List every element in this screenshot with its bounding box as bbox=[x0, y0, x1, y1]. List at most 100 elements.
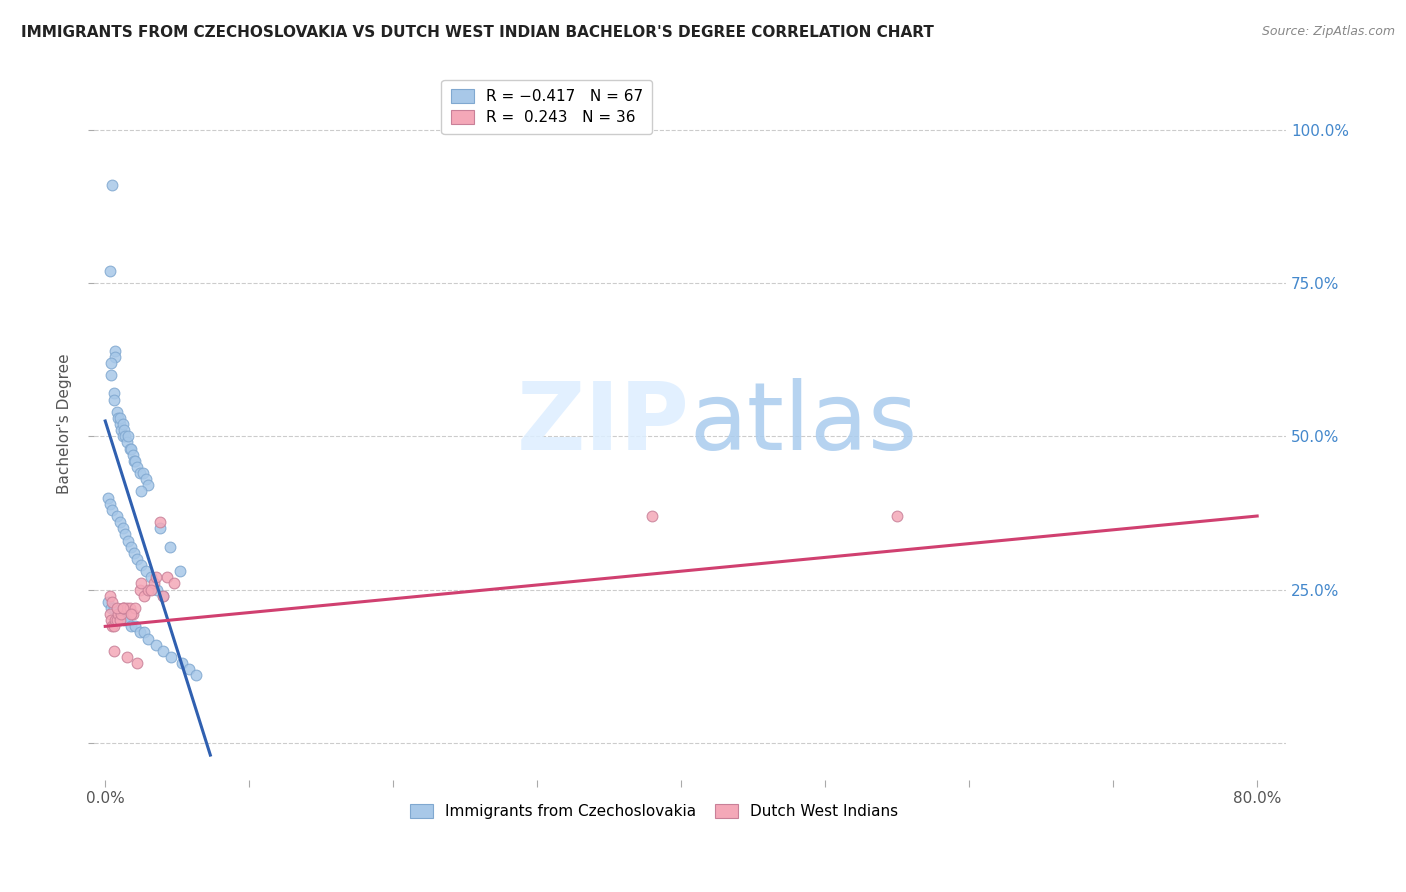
Point bbox=[108, 417, 131, 431]
Point bbox=[111, 601, 134, 615]
Point bbox=[146, 582, 169, 597]
Point bbox=[125, 552, 148, 566]
Point bbox=[105, 601, 128, 615]
Point bbox=[107, 607, 129, 621]
Point bbox=[101, 503, 124, 517]
Point bbox=[120, 607, 142, 621]
Text: Source: ZipAtlas.com: Source: ZipAtlas.com bbox=[1261, 25, 1395, 38]
Point bbox=[125, 656, 148, 670]
Point bbox=[115, 650, 138, 665]
Point bbox=[128, 582, 150, 597]
Point bbox=[101, 595, 124, 609]
Point bbox=[118, 601, 141, 615]
Text: ZIP: ZIP bbox=[517, 378, 690, 470]
Point bbox=[145, 638, 167, 652]
Point bbox=[132, 625, 155, 640]
Point bbox=[104, 343, 127, 358]
Point bbox=[115, 601, 138, 615]
Point bbox=[107, 607, 129, 621]
Point bbox=[149, 515, 172, 529]
Point bbox=[152, 589, 174, 603]
Point bbox=[145, 570, 167, 584]
Point bbox=[131, 466, 153, 480]
Point bbox=[124, 619, 146, 633]
Point bbox=[101, 178, 124, 192]
Point bbox=[124, 601, 146, 615]
Point bbox=[163, 576, 186, 591]
Point bbox=[111, 521, 134, 535]
Point bbox=[98, 264, 121, 278]
Point bbox=[169, 564, 191, 578]
Point bbox=[104, 613, 127, 627]
Point bbox=[105, 613, 128, 627]
Point bbox=[122, 454, 145, 468]
Point bbox=[135, 472, 157, 486]
Point bbox=[143, 576, 166, 591]
Point bbox=[114, 527, 136, 541]
Point bbox=[121, 448, 143, 462]
Point bbox=[110, 607, 132, 621]
Point bbox=[100, 368, 122, 382]
Point bbox=[100, 356, 122, 370]
Point bbox=[103, 386, 125, 401]
Point bbox=[108, 515, 131, 529]
Point bbox=[111, 417, 134, 431]
Point bbox=[112, 423, 135, 437]
Point bbox=[114, 429, 136, 443]
Point bbox=[111, 429, 134, 443]
Point bbox=[103, 644, 125, 658]
Point bbox=[124, 454, 146, 468]
Point bbox=[98, 607, 121, 621]
Point bbox=[152, 589, 174, 603]
Point bbox=[129, 558, 152, 572]
Point bbox=[115, 613, 138, 627]
Point bbox=[120, 442, 142, 456]
Point bbox=[97, 595, 120, 609]
Point bbox=[159, 540, 181, 554]
Point bbox=[128, 625, 150, 640]
Point bbox=[103, 601, 125, 615]
Point bbox=[138, 632, 160, 646]
Point bbox=[886, 508, 908, 523]
Point bbox=[112, 601, 135, 615]
Point bbox=[103, 619, 125, 633]
Point bbox=[641, 508, 664, 523]
Point bbox=[125, 460, 148, 475]
Point bbox=[141, 582, 163, 597]
Point bbox=[105, 405, 128, 419]
Point bbox=[128, 466, 150, 480]
Point bbox=[177, 662, 200, 676]
Point bbox=[105, 508, 128, 523]
Point bbox=[121, 607, 143, 621]
Text: atlas: atlas bbox=[690, 378, 918, 470]
Point bbox=[100, 601, 122, 615]
Point bbox=[108, 613, 131, 627]
Point bbox=[120, 619, 142, 633]
Point bbox=[112, 613, 135, 627]
Point bbox=[160, 650, 183, 665]
Point bbox=[107, 411, 129, 425]
Point bbox=[100, 613, 122, 627]
Point bbox=[129, 484, 152, 499]
Text: IMMIGRANTS FROM CZECHOSLOVAKIA VS DUTCH WEST INDIAN BACHELOR'S DEGREE CORRELATIO: IMMIGRANTS FROM CZECHOSLOVAKIA VS DUTCH … bbox=[21, 25, 934, 40]
Point bbox=[149, 521, 172, 535]
Point bbox=[115, 435, 138, 450]
Y-axis label: Bachelor's Degree: Bachelor's Degree bbox=[58, 354, 72, 494]
Point bbox=[103, 392, 125, 407]
Point bbox=[108, 411, 131, 425]
Legend: Immigrants from Czechoslovakia, Dutch West Indians: Immigrants from Czechoslovakia, Dutch We… bbox=[404, 798, 904, 825]
Point bbox=[129, 576, 152, 591]
Point bbox=[117, 429, 139, 443]
Point bbox=[138, 582, 160, 597]
Point bbox=[110, 607, 132, 621]
Point bbox=[156, 570, 179, 584]
Point bbox=[98, 589, 121, 603]
Point bbox=[104, 350, 127, 364]
Point bbox=[111, 601, 134, 615]
Point bbox=[117, 533, 139, 548]
Point bbox=[135, 564, 157, 578]
Point bbox=[97, 491, 120, 505]
Point bbox=[98, 497, 121, 511]
Point bbox=[120, 540, 142, 554]
Point bbox=[184, 668, 207, 682]
